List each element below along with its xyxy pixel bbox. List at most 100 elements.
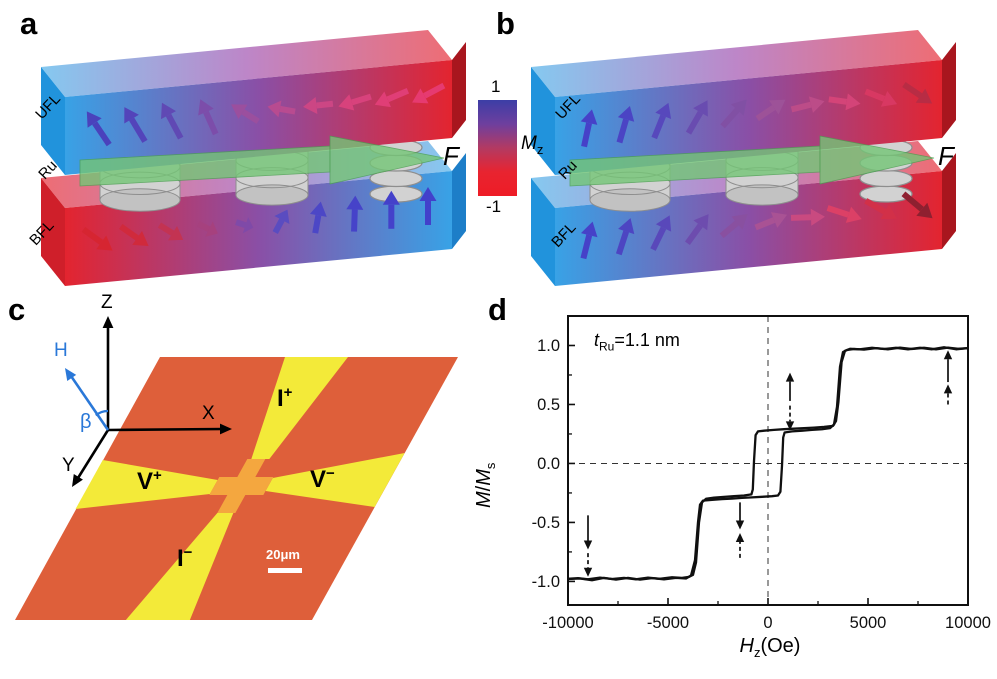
magnetization-arrow-head: [161, 102, 177, 120]
magnetization-arrow-shaft: [581, 122, 592, 148]
magnetization-arrow-head: [769, 99, 786, 115]
y-axis-m2: M: [473, 469, 495, 486]
magnetization-arrow-shaft: [719, 220, 739, 239]
magnetization-arrow-shaft: [351, 209, 358, 232]
magnetization-arrow-shaft: [755, 104, 776, 122]
magnetization-arrow-shaft: [616, 118, 629, 144]
magnetization-arrow-head: [655, 215, 672, 232]
magnetization-arrow-head: [880, 91, 898, 107]
colorbar-title-main: M: [521, 133, 537, 154]
magnetization-arrow-shaft: [203, 110, 219, 136]
magnetization-arrow-head: [86, 111, 102, 128]
electrode-v-minus: [265, 453, 405, 507]
y-axis-title: M/Ms: [473, 463, 498, 508]
force-label-a: F: [443, 141, 459, 171]
electrode-v-plus: [75, 460, 218, 509]
field-label-h: H: [54, 340, 68, 361]
magnetization-arrow-shaft: [81, 226, 103, 245]
hysteresis-curve-sweep-down: [567, 346, 969, 581]
magnetization-arrow-head: [242, 217, 254, 234]
magnetization-arrow-head: [810, 208, 825, 226]
magnetization-arrow-head: [267, 100, 282, 118]
x-tick-label: 10000: [945, 614, 991, 632]
panel-b-illustration: [531, 30, 956, 286]
state-arrow-head: [583, 540, 593, 550]
force-arrow-head: [819, 135, 935, 185]
magnetization-arrow-shaft: [386, 87, 410, 103]
x-axis-unit: (Oe): [760, 635, 801, 657]
slab-end-right: [452, 42, 466, 138]
magnetization-arrow-shaft: [826, 205, 850, 218]
slab-end-left: [531, 178, 555, 286]
magnetization-arrow-shaft: [902, 82, 923, 99]
y-axis-divider: /: [473, 485, 495, 492]
panel-a-illustration: [41, 30, 466, 286]
electrode-v-minus-sign: −: [326, 465, 335, 482]
electrode-v-plus-sign: +: [153, 467, 162, 484]
slab-end-right: [452, 153, 466, 249]
magnetization-arrow-shaft: [790, 214, 812, 221]
electrode-i-plus: [251, 357, 348, 459]
magnetization-arrow-shaft: [241, 109, 260, 124]
magnetization-arrow-head: [880, 204, 897, 220]
force-arrow-head: [329, 135, 445, 185]
state-arrow-head: [785, 421, 795, 431]
magnetization-arrow-head: [205, 221, 218, 237]
axis-arrow-head: [102, 316, 114, 328]
electrode-label-v-plus: V+: [137, 468, 162, 494]
magnetization-arrow-head: [731, 213, 748, 230]
magnetization-arrow-head: [731, 99, 747, 116]
magnetization-arrow-shaft: [651, 114, 666, 140]
magnetization-arrow-shaft: [828, 96, 848, 105]
panel-label-b: b: [496, 6, 515, 41]
magnetization-arrow-head: [916, 202, 933, 219]
magnetization-arrow-head: [580, 109, 598, 125]
slab-end-left: [41, 178, 65, 286]
panel-label-c: c: [8, 292, 26, 327]
magnetization-arrow-shaft: [423, 82, 446, 99]
colorbar-gradient: [478, 100, 517, 196]
magnetization-arrow-shaft: [684, 223, 703, 245]
axis-arrow-head: [72, 473, 83, 487]
panel-label-a: a: [20, 6, 38, 41]
pillar-bottom: [589, 188, 671, 212]
scale-bar-label: 20μm: [266, 547, 300, 562]
slab-end-right: [942, 153, 956, 249]
magnetization-arrow-shaft: [312, 214, 322, 234]
electrode-i-minus-sign: −: [183, 544, 193, 561]
magnetization-arrow-head: [580, 221, 598, 238]
magnetization-arrow-head: [124, 107, 139, 124]
magnetization-arrow-shaft: [650, 226, 667, 251]
y-tick-label: -1.0: [532, 573, 560, 591]
electrode-v-plus-base: V: [137, 468, 154, 495]
x-tick-label: -10000: [542, 614, 593, 632]
y-tick-label: 0.0: [537, 455, 560, 473]
pillar-bottom: [235, 184, 309, 206]
magnetization-arrow-head: [915, 88, 933, 104]
annotation-sub: Ru: [599, 339, 615, 354]
slab-top-face: [41, 30, 452, 97]
beta-angle-arc: [95, 409, 109, 417]
x-tick-label: -5000: [647, 614, 689, 632]
x-tick-label: 5000: [850, 614, 887, 632]
slab-end-left: [531, 67, 555, 175]
magnetization-arrow-head: [309, 201, 327, 217]
panel-c-device: [15, 316, 458, 620]
magnetization-arrow-shaft: [279, 105, 296, 115]
slab-top-face: [531, 30, 942, 97]
magnetization-arrow-head: [338, 94, 355, 111]
electrode-i-minus: [125, 513, 234, 620]
slab-end-right: [942, 42, 956, 138]
magnetization-arrow-shaft: [350, 93, 372, 106]
y-tick-label: 0.5: [537, 396, 560, 414]
magnetization-arrow-shaft: [129, 117, 148, 143]
axis-x-line: [107, 427, 225, 432]
x-axis-sub: z: [753, 645, 761, 660]
magnetization-arrow-head: [382, 190, 400, 205]
pillar-bottom: [725, 184, 799, 206]
magnetization-arrow-shaft: [119, 224, 139, 241]
magnetization-arrow-shaft: [196, 221, 211, 232]
force-label-b: F: [938, 141, 954, 171]
